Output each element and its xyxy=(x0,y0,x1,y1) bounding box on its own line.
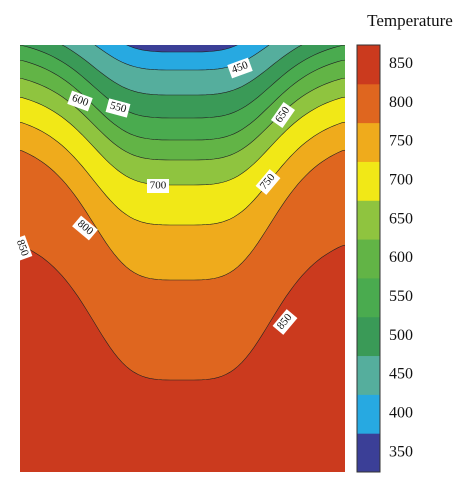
contour-label-bg xyxy=(255,169,281,195)
colorbar: 350 400 450 500 550 600 650 700 750 800 850 xyxy=(356,44,413,473)
colorbar-label: 800 xyxy=(389,94,413,111)
colorbar-swatch xyxy=(357,239,380,279)
colorbar-label: 500 xyxy=(389,327,413,344)
colorbar-label: 700 xyxy=(389,172,413,189)
contour-line xyxy=(20,96,345,186)
contour-line xyxy=(20,121,345,226)
colorbar-swatch xyxy=(357,161,380,201)
colorbar-swatch xyxy=(357,394,380,434)
colorbar-swatch xyxy=(357,83,380,124)
colorbar-swatch xyxy=(357,200,380,240)
contour-label: 850 xyxy=(14,238,31,258)
contour-line xyxy=(20,149,345,281)
contour-label-bg xyxy=(11,235,33,261)
colorbar-title: Temperature xyxy=(367,11,453,30)
colorbar-label: 850 xyxy=(389,55,413,72)
contour-label: 550 xyxy=(109,100,129,116)
colorbar-swatch xyxy=(357,433,380,473)
contour-line xyxy=(20,45,345,119)
contour-label-group: 850 xyxy=(11,235,33,261)
contour-line xyxy=(20,244,345,381)
contour-label-bg xyxy=(147,179,169,193)
contour-label-group: 600 xyxy=(67,90,93,112)
contour-band xyxy=(20,245,345,472)
contour-label-bg xyxy=(272,309,298,335)
contour-label: 700 xyxy=(150,180,167,192)
plot-area xyxy=(20,45,345,472)
contour-line xyxy=(126,45,238,53)
colorbar-frame xyxy=(356,44,381,473)
colorbar-label: 400 xyxy=(389,404,413,421)
contour-line xyxy=(94,45,270,71)
contour-label-group: 700 xyxy=(147,179,169,193)
contour-label-bg xyxy=(67,90,93,112)
colorbar-label: 750 xyxy=(389,133,413,150)
contour-label-group: 550 xyxy=(105,98,131,118)
colorbar-swatch xyxy=(357,355,380,395)
colorbar-label: 350 xyxy=(389,443,413,460)
colorbar-label: 650 xyxy=(389,210,413,227)
contour-label-bg xyxy=(105,98,131,118)
colorbar-label: 550 xyxy=(389,288,413,305)
colorbar-swatch xyxy=(357,45,380,85)
contour-line xyxy=(20,59,345,141)
contour-line xyxy=(61,45,303,96)
contour-label-group: 450 xyxy=(227,57,253,79)
contour-label-bg xyxy=(72,215,98,241)
contour-label-bg xyxy=(227,57,253,79)
contour-label: 600 xyxy=(70,92,90,109)
colorbar-swatch xyxy=(357,277,380,318)
colorbar-swatch xyxy=(357,122,380,162)
contour-label: 450 xyxy=(230,59,250,76)
colorbar-label: 600 xyxy=(389,249,413,266)
colorbar-label: 450 xyxy=(389,366,413,383)
contour-label-bg xyxy=(270,101,296,129)
colorbar-swatch xyxy=(357,316,380,357)
